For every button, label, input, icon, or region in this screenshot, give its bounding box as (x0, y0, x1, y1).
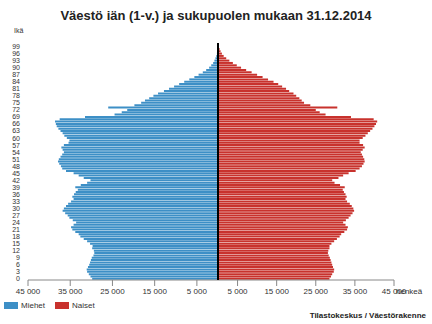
svg-text:93: 93 (12, 57, 20, 64)
svg-text:24: 24 (12, 219, 20, 226)
svg-text:51: 51 (12, 156, 20, 163)
svg-text:33: 33 (12, 198, 20, 205)
svg-text:75: 75 (12, 99, 20, 106)
svg-text:21: 21 (12, 226, 20, 233)
svg-text:25 000: 25 000 (304, 287, 329, 296)
svg-text:42: 42 (12, 177, 20, 184)
svg-text:66: 66 (12, 120, 20, 127)
svg-text:45 000: 45 000 (16, 287, 41, 296)
svg-text:45: 45 (12, 170, 20, 177)
svg-text:54: 54 (12, 149, 20, 156)
svg-text:30: 30 (12, 205, 20, 212)
svg-text:18: 18 (12, 233, 20, 240)
svg-text:15: 15 (12, 240, 20, 247)
svg-text:81: 81 (12, 85, 20, 92)
svg-text:9: 9 (16, 254, 20, 261)
svg-text:6: 6 (16, 261, 20, 268)
svg-text:96: 96 (12, 50, 20, 57)
svg-text:78: 78 (12, 92, 20, 99)
svg-text:48: 48 (12, 163, 20, 170)
svg-text:72: 72 (12, 106, 20, 113)
svg-text:35 000: 35 000 (58, 287, 83, 296)
svg-text:39: 39 (12, 184, 20, 191)
svg-text:60: 60 (12, 135, 20, 142)
svg-text:69: 69 (12, 113, 20, 120)
svg-text:90: 90 (12, 64, 20, 71)
svg-text:25 000: 25 000 (100, 287, 125, 296)
svg-text:15 000: 15 000 (264, 287, 289, 296)
svg-text:0: 0 (16, 275, 20, 282)
svg-text:27: 27 (12, 212, 20, 219)
svg-text:15 000: 15 000 (142, 287, 167, 296)
svg-text:35 000: 35 000 (343, 287, 368, 296)
svg-text:99: 99 (12, 43, 20, 50)
svg-text:57: 57 (12, 142, 20, 149)
svg-text:5 000: 5 000 (187, 287, 208, 296)
svg-text:5 000: 5 000 (228, 287, 249, 296)
svg-text:84: 84 (12, 78, 20, 85)
svg-text:87: 87 (12, 71, 20, 78)
svg-text:36: 36 (12, 191, 20, 198)
svg-text:12: 12 (12, 247, 20, 254)
svg-text:3: 3 (16, 268, 20, 275)
svg-text:63: 63 (12, 127, 20, 134)
